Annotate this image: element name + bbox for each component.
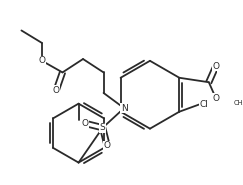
Text: N: N [121, 104, 128, 113]
Text: O: O [104, 141, 111, 150]
Text: O: O [38, 56, 45, 65]
Text: O: O [212, 62, 219, 71]
Text: Cl: Cl [200, 100, 209, 109]
Text: O: O [53, 86, 60, 95]
Text: O: O [212, 94, 219, 103]
Text: CH₃: CH₃ [234, 100, 243, 106]
Text: S: S [100, 123, 105, 132]
Text: O: O [81, 119, 88, 128]
